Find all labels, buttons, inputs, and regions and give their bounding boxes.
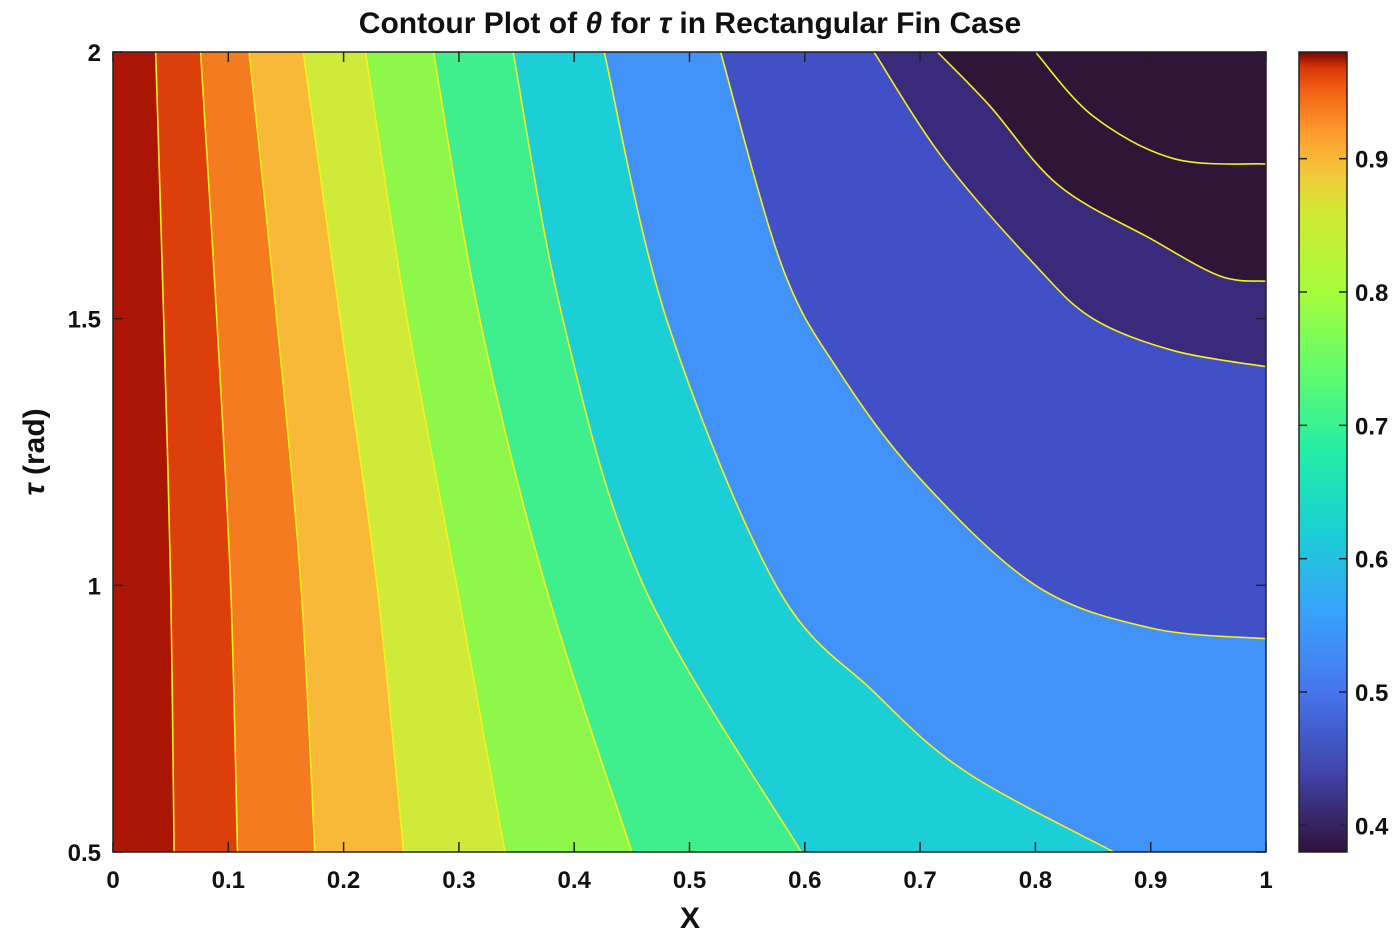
x-tick-label: 0.7 xyxy=(903,867,936,894)
contour-line xyxy=(199,52,239,852)
contour-lines xyxy=(154,52,1266,852)
x-tick-label: 0.8 xyxy=(1019,867,1052,894)
contour-line xyxy=(512,52,802,852)
colorbar-tick-label: 0.9 xyxy=(1355,147,1388,174)
x-tick-label: 0.5 xyxy=(673,867,706,894)
colorbar-tick-label: 0.6 xyxy=(1355,547,1388,574)
contour-band xyxy=(1035,52,1266,165)
x-tick-label: 0.3 xyxy=(442,867,475,894)
x-tick-label: 0.9 xyxy=(1134,867,1167,894)
colorbar: 0.4 0.5 0.6 0.7 0.8 0.9 xyxy=(1298,51,1389,853)
y-tick-label: 0.5 xyxy=(68,840,101,867)
x-axis-label: X xyxy=(680,902,700,934)
contour-line xyxy=(364,52,506,852)
y-axis: 0.5 1 1.5 2 xyxy=(68,40,1266,867)
contour-line xyxy=(248,52,316,852)
contour-line xyxy=(873,52,1266,368)
plot-area: 0 0.1 0.2 0.3 0.4 0.5 0.6 0.7 0.8 0.9 1 0.5 1 1.5 2 xyxy=(68,40,1273,894)
x-tick-label: 0 xyxy=(106,867,119,894)
x-tick-label: 0.4 xyxy=(558,867,592,894)
contour-line xyxy=(432,52,633,852)
x-tick-label: 0.1 xyxy=(212,867,245,894)
x-tick-label: 1 xyxy=(1259,867,1272,894)
colorbar-ticks: 0.4 0.5 0.6 0.7 0.8 0.9 xyxy=(1299,147,1389,840)
y-axis-label: τ (rad) xyxy=(18,408,51,495)
contour-line xyxy=(936,52,1266,283)
chart-title: Contour Plot of θ for τ in Rectangular F… xyxy=(359,7,1021,40)
y-tick-label: 1.5 xyxy=(68,307,101,334)
x-axis: 0 0.1 0.2 0.3 0.4 0.5 0.6 0.7 0.8 0.9 1 xyxy=(106,52,1273,894)
y-tick-label: 1 xyxy=(88,573,101,600)
contour-bands xyxy=(113,52,1266,852)
contour-line xyxy=(719,52,1266,640)
contour-line xyxy=(1034,52,1266,165)
x-tick-label: 0.6 xyxy=(788,867,821,894)
colorbar-tick-label: 0.4 xyxy=(1355,813,1389,840)
contour-line xyxy=(154,52,175,852)
x-tick-label: 0.2 xyxy=(327,867,360,894)
y-tick-label: 2 xyxy=(88,40,101,67)
colorbar-tick-label: 0.8 xyxy=(1355,280,1388,307)
colorbar-tick-label: 0.5 xyxy=(1355,680,1388,707)
contour-line xyxy=(302,52,405,852)
contour-line xyxy=(603,52,1115,852)
colorbar-tick-label: 0.7 xyxy=(1355,413,1388,440)
colorbar-gradient xyxy=(1298,51,1348,853)
